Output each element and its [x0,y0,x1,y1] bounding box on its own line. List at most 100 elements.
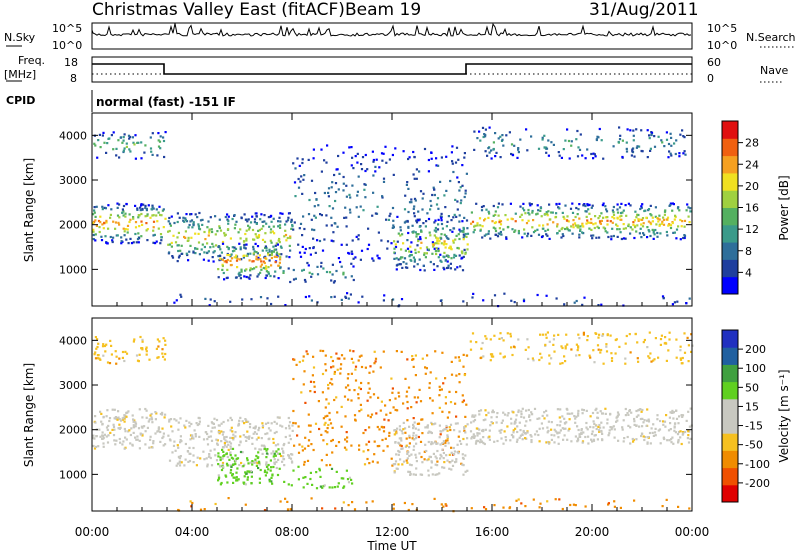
power-cell [563,303,566,306]
velocity-cell [138,447,141,450]
velocity-cell [148,418,151,421]
velocity-cell [604,407,607,410]
power-cell [425,252,428,255]
velocity-cell [282,455,285,458]
velocity-cell [288,456,291,459]
velocity-cell [550,428,553,431]
velocity-cell [563,417,566,420]
power-cell [484,135,487,138]
velocity-cell [333,486,337,489]
velocity-cell [275,460,278,464]
power-cell [122,150,125,154]
power-cell [364,153,367,157]
velocity-cell [110,353,113,356]
velocity-cell [179,441,182,444]
power-cell [265,246,268,249]
velocity-x-axis: 00:00 04:00 08:00 12:00 16:00 20:00 00:00 [75,318,709,539]
power-cell [99,221,102,224]
power-cell [498,221,501,224]
power-cell [604,205,607,208]
velocity-cell [251,463,254,466]
velocity-cell [650,360,653,363]
velocity-cell [558,424,562,427]
power-cell [499,135,502,138]
velocity-cell [442,457,445,460]
velocity-cell [512,431,515,434]
velocity-cell [115,439,118,442]
power-cell [633,155,636,158]
power-frame [91,112,693,307]
velocity-cell [545,336,548,339]
velocity-cell [343,485,346,488]
velocity-cell [302,355,305,358]
velocity-cell [577,409,580,412]
velocity-cell [171,430,174,433]
velocity-cell [408,436,411,439]
power-cell [660,222,664,225]
power-cell [596,135,599,138]
power-cell [249,267,252,270]
power-cell [215,244,218,247]
power-cell [435,157,438,160]
power-cell [436,197,440,200]
velocity-cell [648,356,651,360]
velocity-cell [668,331,671,334]
velocity-cell [442,382,445,385]
velocity-cell [402,421,405,424]
velocity-cell [501,419,504,422]
power-cell [417,250,420,254]
velocity-cell [514,427,517,430]
velocity-cell [531,357,534,360]
velocity-cell [245,472,248,475]
velocity-cell [310,497,313,500]
velocity-cell [263,445,266,448]
velocity-cell [472,433,475,436]
velocity-cell [227,497,230,500]
power-cell [680,225,683,228]
velocity-cell [229,445,232,448]
velocity-cell [456,422,459,425]
velocity-cell [462,473,465,476]
velocity-cell [118,427,121,430]
power-cell [268,225,271,228]
power-cell [673,301,676,304]
power-cell [647,229,650,232]
velocity-cell [627,413,630,416]
velocity-cell [489,353,493,356]
power-cell [184,236,187,239]
power-cell [423,252,426,255]
power-cell [216,230,219,233]
velocity-cell [544,343,547,346]
power-cell [116,202,119,205]
velocity-cell [613,428,616,431]
velocity-cell [662,437,665,440]
power-cell [566,128,569,131]
power-cell [350,275,353,278]
velocity-cell [141,338,144,341]
power-cell [259,258,262,261]
power-cell [275,253,278,256]
power-cell [237,231,240,234]
power-cell [521,207,525,210]
velocity-cell [503,413,507,416]
velocity-cell [641,432,644,435]
power-cell [348,252,351,255]
velocity-cell [134,425,137,428]
power-cell [117,139,120,142]
velocity-cell [521,433,524,436]
velocity-cell [540,422,543,425]
velocity-cell [248,471,251,474]
velocity-cell [407,386,411,389]
power-cell [422,222,425,225]
velocity-cell [277,448,280,451]
power-cell [572,226,575,229]
power-cell [451,230,454,233]
velocity-colorbar-tick-label: -100 [745,458,770,471]
power-cell [571,232,574,235]
velocity-cell [137,427,141,430]
power-cell [184,230,187,233]
power-cell [393,240,396,243]
power-cell [652,237,655,240]
power-cell [463,156,466,159]
velocity-cell [277,458,280,461]
